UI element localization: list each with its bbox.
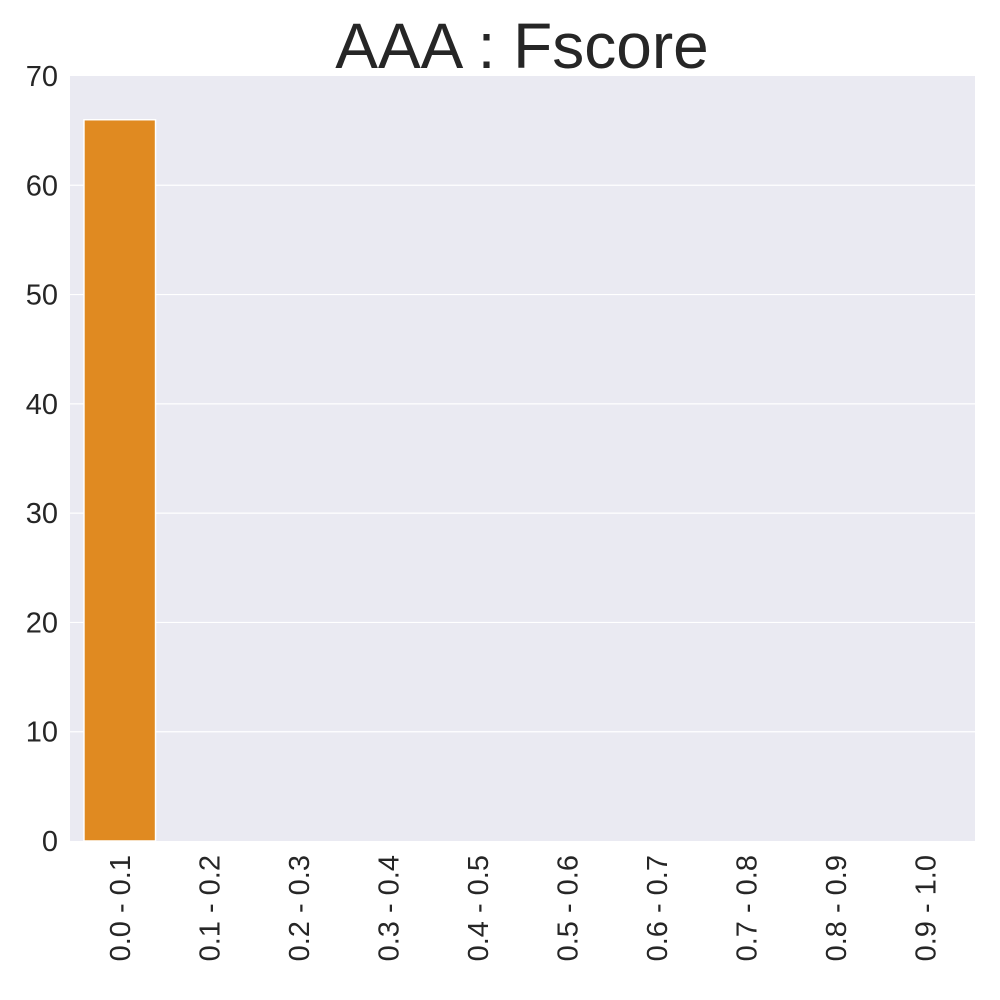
y-tick-label: 60	[26, 170, 58, 202]
bar	[83, 118, 157, 842]
y-tick-label: 70	[26, 61, 58, 93]
x-tick-label: 0.6 - 0.7	[642, 855, 674, 961]
y-axis-ticks: 0 10 20 30 40 50 60 70	[26, 61, 58, 858]
x-tick-label: 0.5 - 0.6	[552, 855, 584, 961]
x-tick-label: 0.1 - 0.2	[194, 855, 226, 961]
x-tick-label: 0.3 - 0.4	[373, 855, 405, 961]
y-tick-label: 10	[26, 717, 58, 749]
bars	[83, 118, 157, 842]
x-tick-label: 0.7 - 0.8	[731, 855, 763, 961]
x-tick-label: 0.2 - 0.3	[284, 855, 316, 961]
chart-title: AAA : Fscore	[335, 10, 708, 82]
plot-area	[70, 76, 975, 841]
x-tick-label: 0.0 - 0.1	[105, 855, 137, 961]
x-tick-label: 0.9 - 1.0	[910, 855, 942, 961]
y-tick-label: 30	[26, 498, 58, 530]
x-axis-ticks: 0.0 - 0.1 0.1 - 0.2 0.2 - 0.3 0.3 - 0.4 0.4 …	[105, 855, 943, 961]
y-tick-label: 20	[26, 607, 58, 639]
y-tick-label: 50	[26, 280, 58, 312]
y-tick-label: 0	[42, 826, 58, 858]
x-tick-label: 0.8 - 0.9	[821, 855, 853, 961]
gridlines	[70, 184, 975, 733]
x-tick-label: 0.4 - 0.5	[463, 855, 495, 961]
y-tick-label: 40	[26, 389, 58, 421]
